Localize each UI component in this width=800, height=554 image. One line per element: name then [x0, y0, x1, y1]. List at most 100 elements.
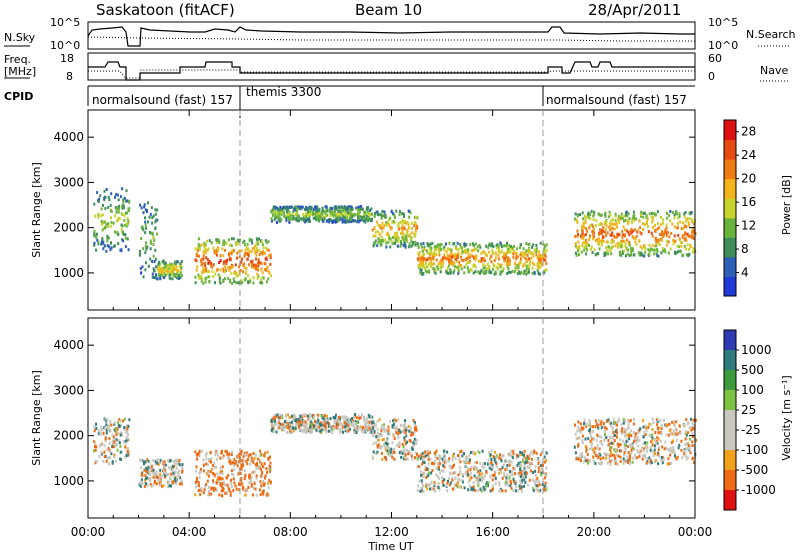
velocity-cell-0 [105, 459, 108, 463]
power-cell-7 [577, 253, 580, 257]
power-cell-4 [306, 207, 309, 211]
velocity-cell-2 [226, 476, 229, 480]
power-cell-7 [608, 221, 611, 225]
velocity-cell-4 [408, 439, 411, 442]
velocity-cell-3 [291, 431, 293, 435]
velocity-cell-2 [260, 475, 263, 478]
power-cell-1 [141, 265, 144, 269]
velocity-cell-0 [95, 426, 98, 430]
velocity-cell-4 [372, 450, 375, 454]
velocity-cell-2 [243, 451, 246, 455]
velocity-cell-5 [470, 465, 473, 469]
velocity-cell-3 [340, 422, 343, 426]
power-cell-6 [508, 246, 511, 250]
velocity-cell-3 [298, 425, 300, 429]
power-cell-6 [432, 253, 435, 257]
power-cell-6 [528, 249, 531, 253]
velocity-cell-0 [120, 450, 123, 454]
x-tick-label: 08:00 [273, 525, 308, 539]
velocity-cell-6 [647, 460, 650, 464]
power-cell-6 [443, 245, 446, 249]
velocity-cell-1 [177, 473, 180, 476]
velocity-cell-5 [521, 469, 524, 473]
power-cell-2 [161, 270, 164, 274]
power-cell-4 [334, 217, 337, 221]
power-cell-6 [488, 265, 491, 269]
power-cell-3 [252, 281, 255, 285]
power-cell-1 [152, 254, 155, 258]
power-cell-3 [242, 270, 245, 274]
velocity-cell-6 [657, 426, 660, 430]
power-cell-4 [296, 209, 298, 213]
velocity-cell-5 [530, 450, 533, 454]
velocity-cell-4 [416, 452, 418, 456]
power-cell-7 [620, 245, 623, 249]
power-cell-3 [228, 258, 231, 262]
velocity-cell-2 [207, 485, 210, 489]
power-cell-7 [627, 248, 630, 252]
velocity-cell-3 [275, 430, 278, 434]
power-cell-7 [581, 232, 584, 236]
power-cell-7 [688, 223, 690, 227]
power-cell-7 [633, 216, 636, 220]
power-cell-4 [336, 216, 339, 220]
velocity-cell-5 [418, 479, 421, 483]
power-cell-4 [328, 220, 331, 224]
velocity-cell-6 [684, 430, 687, 433]
velocity-cell-6 [666, 424, 669, 428]
velocity-cell-3 [324, 425, 327, 429]
velocity-cell-5 [461, 452, 464, 456]
velocity-cell-4 [381, 457, 384, 461]
velocity-cell-6 [600, 422, 603, 426]
velocity-cell-5 [476, 449, 479, 453]
power-cell-1 [144, 220, 147, 224]
power-cell-7 [621, 243, 623, 247]
velocity-cell-4 [377, 444, 380, 447]
date-title: 28/Apr/2011 [588, 1, 681, 19]
velocity-cell-4 [408, 450, 410, 454]
velocity-cell-6 [652, 420, 655, 424]
cpid-program-3: normalsound (fast) 157 [546, 93, 687, 107]
velocity-cell-4 [404, 426, 407, 430]
velocity-cell-6 [674, 454, 676, 458]
power-cell-3 [222, 254, 225, 258]
power-cell-6 [517, 266, 520, 269]
power-cell-6 [509, 250, 512, 254]
velocity-cell-6 [651, 436, 654, 440]
velocity-cell-2 [205, 457, 208, 461]
power-cell-0 [117, 242, 120, 245]
velocity-cell-1 [158, 461, 161, 465]
power-cell-6 [474, 247, 477, 251]
power-cell-2 [177, 277, 180, 281]
velocity-cell-2 [213, 461, 216, 465]
velocity-cell-0 [107, 446, 110, 450]
velocity-cell-6 [651, 428, 654, 431]
power-cell-3 [256, 265, 259, 269]
velocity-cell-4 [413, 430, 416, 434]
velocity-cell-6 [636, 438, 639, 442]
power-cell-3 [223, 239, 225, 243]
power-cell-4 [346, 208, 349, 212]
velocity-cell-3 [362, 426, 365, 429]
velocity-colorbar-swatch [724, 450, 736, 471]
power-cell-3 [255, 253, 258, 257]
power-cell-7 [594, 253, 597, 257]
velocity-cell-6 [645, 426, 647, 430]
power-cell-6 [538, 263, 541, 267]
velocity-cell-6 [622, 421, 625, 425]
velocity-cell-2 [199, 470, 202, 474]
power-cell-7 [583, 248, 586, 252]
power-cell-0 [115, 192, 118, 196]
power-cell-5 [402, 220, 404, 224]
power-cell-4 [334, 220, 337, 224]
power-cell-7 [634, 236, 637, 240]
velocity-cell-6 [616, 431, 619, 435]
power-cell-1 [154, 208, 157, 212]
velocity-cell-3 [282, 421, 285, 425]
velocity-cell-6 [631, 445, 634, 449]
nsearch-trace [87, 36, 695, 42]
power-cell-5 [401, 228, 404, 232]
velocity-cell-6 [576, 429, 579, 433]
power-cell-6 [527, 243, 530, 247]
power-cell-4 [309, 220, 311, 223]
